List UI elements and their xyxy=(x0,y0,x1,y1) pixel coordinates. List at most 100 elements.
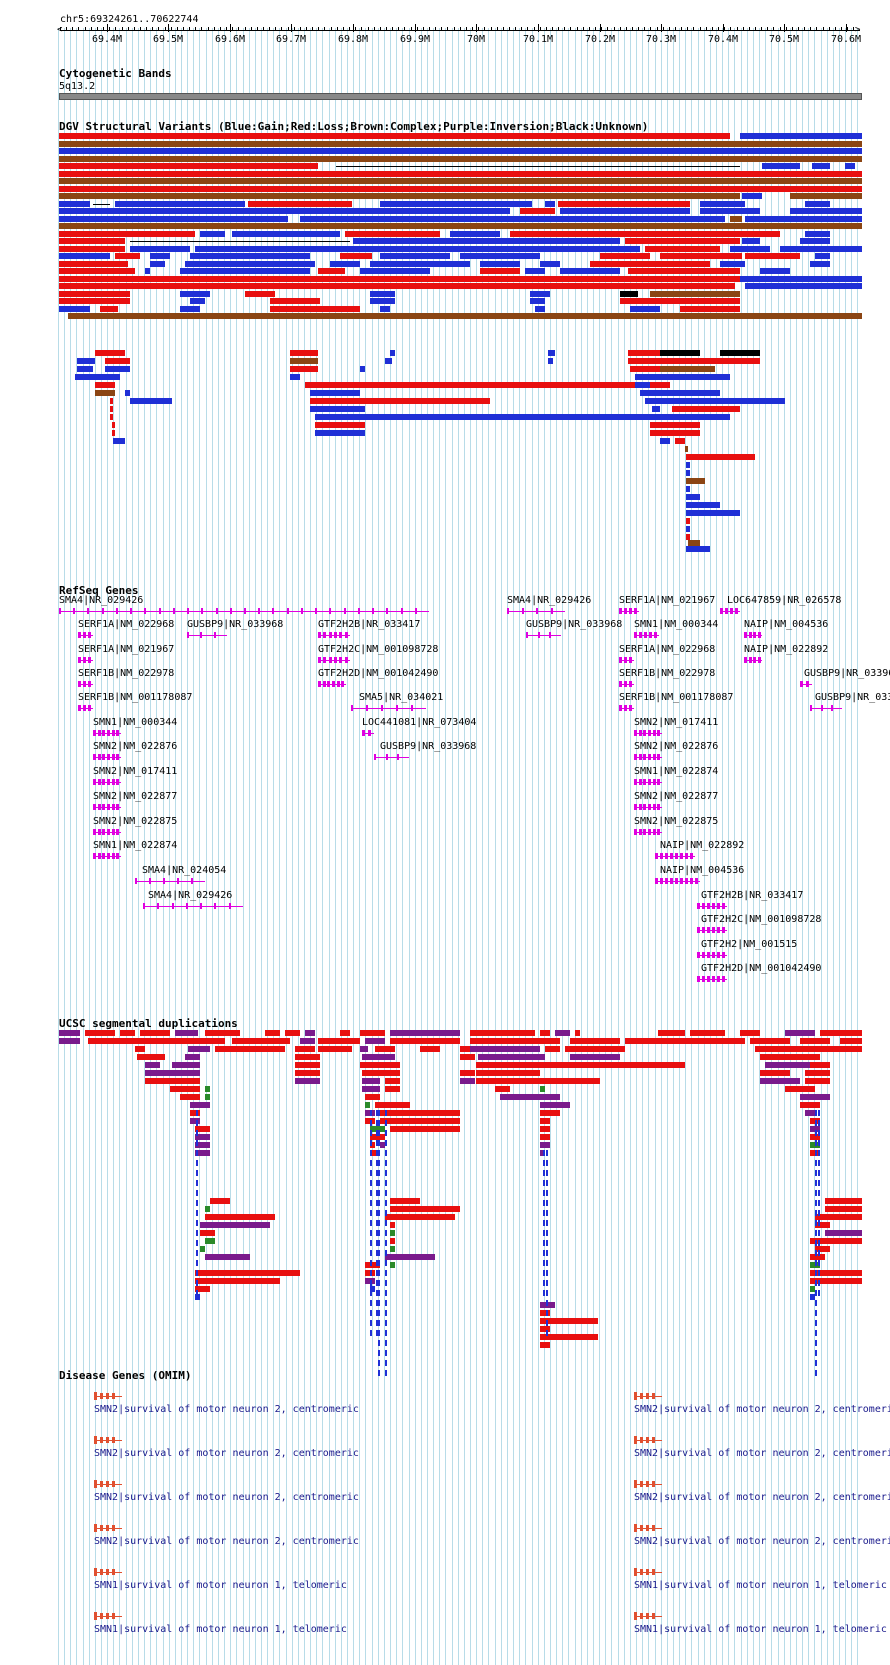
segdup-feature[interactable] xyxy=(390,1126,460,1132)
dgv-gain[interactable] xyxy=(300,215,725,222)
dgv-gain[interactable] xyxy=(460,253,540,259)
dgv-loss[interactable] xyxy=(480,268,520,274)
refseq-gene-glyph[interactable] xyxy=(374,754,409,760)
dgv-gain[interactable] xyxy=(115,200,245,207)
refseq-gene-glyph[interactable] xyxy=(135,878,205,884)
segdup-feature[interactable] xyxy=(172,1062,200,1068)
segdup-feature[interactable] xyxy=(818,1220,820,1226)
dgv-variant[interactable] xyxy=(652,406,660,412)
segdup-feature[interactable] xyxy=(170,1086,200,1092)
segdup-feature[interactable] xyxy=(360,1030,385,1036)
segdup-feature[interactable] xyxy=(543,1240,545,1246)
segdup-feature[interactable] xyxy=(470,1046,540,1052)
segdup-feature[interactable] xyxy=(543,1230,545,1236)
segdup-feature[interactable] xyxy=(815,1260,817,1266)
segdup-feature[interactable] xyxy=(810,1286,815,1292)
dgv-variant[interactable] xyxy=(686,502,720,508)
segdup-feature[interactable] xyxy=(765,1062,815,1068)
dgv-gain[interactable] xyxy=(59,200,90,207)
dgv-variant[interactable] xyxy=(686,486,690,492)
segdup-feature[interactable] xyxy=(376,1120,378,1126)
segdup-feature[interactable] xyxy=(546,1250,548,1256)
dgv-gain[interactable] xyxy=(59,215,288,222)
refseq-gene-label[interactable]: SMA4|NR_029426 xyxy=(59,595,144,606)
dgv-variant[interactable] xyxy=(310,406,365,412)
refseq-gene-glyph[interactable] xyxy=(744,657,762,663)
dgv-gain[interactable] xyxy=(545,200,555,207)
refseq-gene-label[interactable]: GTF2H2B|NR_033417 xyxy=(701,890,804,901)
segdup-feature[interactable] xyxy=(370,1140,372,1146)
segdup-feature[interactable] xyxy=(546,1220,548,1226)
dgv-loss[interactable] xyxy=(520,208,555,214)
segdup-feature[interactable] xyxy=(540,1318,598,1324)
segdup-feature[interactable] xyxy=(543,1190,545,1196)
segdup-feature[interactable] xyxy=(205,1214,275,1220)
dgv-loss[interactable] xyxy=(318,268,345,274)
omim-gene-link[interactable]: SMN1|survival of motor neuron 1, telomer… xyxy=(94,1624,347,1635)
segdup-feature[interactable] xyxy=(460,1046,470,1052)
dgv-loss[interactable] xyxy=(115,253,140,259)
segdup-feature[interactable] xyxy=(818,1160,820,1166)
segdup-feature[interactable] xyxy=(195,1286,210,1292)
segdup-feature[interactable] xyxy=(546,1260,548,1266)
omim-gene-glyph[interactable] xyxy=(94,1524,122,1532)
dgv-loss[interactable] xyxy=(270,298,320,304)
segdup-feature[interactable] xyxy=(575,1030,580,1036)
segdup-feature[interactable] xyxy=(540,1150,545,1156)
segdup-feature[interactable] xyxy=(385,1290,387,1296)
dgv-gain[interactable] xyxy=(535,305,545,312)
segdup-feature[interactable] xyxy=(546,1310,548,1316)
segdup-feature[interactable] xyxy=(376,1280,378,1286)
segdup-feature[interactable] xyxy=(390,1238,395,1244)
segdup-feature[interactable] xyxy=(390,1262,395,1268)
segdup-feature[interactable] xyxy=(376,1290,378,1296)
refseq-gene-glyph[interactable] xyxy=(655,853,695,859)
omim-gene-link[interactable]: SMN2|survival of motor neuron 2, centrom… xyxy=(634,1492,890,1503)
dgv-complex[interactable] xyxy=(790,193,862,199)
segdup-feature[interactable] xyxy=(376,1210,378,1216)
segdup-feature[interactable] xyxy=(546,1320,548,1326)
segdup-feature[interactable] xyxy=(390,1030,460,1036)
dgv-gain[interactable] xyxy=(195,245,640,252)
segdup-feature[interactable] xyxy=(285,1030,300,1036)
segdup-feature[interactable] xyxy=(145,1062,160,1068)
segdup-feature[interactable] xyxy=(385,1260,387,1266)
dgv-variant[interactable] xyxy=(110,398,113,404)
dgv-gain[interactable] xyxy=(180,290,210,297)
segdup-feature[interactable] xyxy=(196,1130,198,1136)
segdup-feature[interactable] xyxy=(210,1198,230,1204)
segdup-feature[interactable] xyxy=(815,1210,817,1216)
refseq-gene-label[interactable]: SMN1|NM_000344 xyxy=(634,619,719,630)
refseq-gene-glyph[interactable] xyxy=(318,681,346,687)
dgv-variant-link[interactable] xyxy=(93,203,110,205)
refseq-gene-glyph[interactable] xyxy=(619,705,634,711)
dgv-gain[interactable] xyxy=(525,268,545,274)
segdup-feature[interactable] xyxy=(540,1110,560,1116)
segdup-feature[interactable] xyxy=(815,1130,817,1136)
segdup-feature[interactable] xyxy=(370,1180,372,1186)
segdup-feature[interactable] xyxy=(815,1320,817,1326)
refseq-gene-glyph[interactable] xyxy=(697,976,727,982)
segdup-feature[interactable] xyxy=(385,1214,455,1220)
segdup-feature[interactable] xyxy=(375,1046,395,1052)
refseq-gene-label[interactable]: SMA4|NR_029426 xyxy=(507,595,592,606)
dgv-variant[interactable] xyxy=(105,366,130,372)
segdup-feature[interactable] xyxy=(370,1190,372,1196)
segdup-feature[interactable] xyxy=(376,1240,378,1246)
omim-gene-link[interactable]: SMN2|survival of motor neuron 2, centrom… xyxy=(634,1448,890,1459)
segdup-feature[interactable] xyxy=(305,1030,315,1036)
segdup-feature[interactable] xyxy=(543,1260,545,1266)
segdup-feature[interactable] xyxy=(196,1170,198,1176)
segdup-feature[interactable] xyxy=(295,1078,320,1084)
segdup-feature[interactable] xyxy=(540,1102,570,1108)
dgv-loss[interactable] xyxy=(558,200,690,207)
segdup-feature[interactable] xyxy=(818,1180,820,1186)
dgv-complex[interactable] xyxy=(59,223,862,229)
refseq-gene-glyph[interactable] xyxy=(619,681,634,687)
segdup-feature[interactable] xyxy=(185,1054,200,1060)
segdup-feature[interactable] xyxy=(815,1290,817,1296)
segdup-feature[interactable] xyxy=(378,1120,380,1126)
dgv-complex[interactable] xyxy=(59,140,862,147)
dgv-gain[interactable] xyxy=(353,238,620,244)
